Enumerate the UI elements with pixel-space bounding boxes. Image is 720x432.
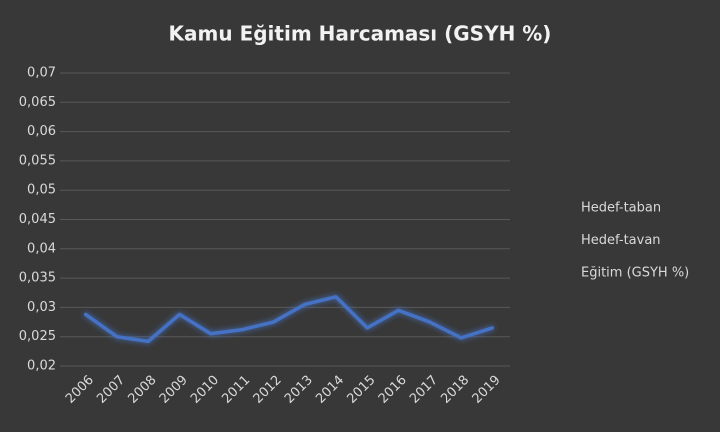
y-tick-label: 0,02 <box>27 359 56 374</box>
y-tick-label: 0,035 <box>19 271 56 286</box>
y-tick-label: 0,025 <box>19 329 56 344</box>
y-tick-label: 0,06 <box>27 124 56 139</box>
y-tick-label: 0,055 <box>19 153 56 168</box>
legend-label: Hedef-taban <box>581 201 661 216</box>
y-tick-label: 0,07 <box>27 66 56 81</box>
y-tick-label: 0,045 <box>19 212 56 227</box>
y-tick-label: 0,03 <box>27 300 56 315</box>
legend-label: Hedef-tavan <box>581 233 661 248</box>
legend-label: Eğitim (GSYH %) <box>581 266 689 281</box>
y-tick-label: 0,05 <box>27 183 56 198</box>
chart-title: Kamu Eğitim Harcaması (GSYH %) <box>169 22 552 46</box>
series-line <box>83 295 495 344</box>
y-tick-label: 0,04 <box>27 241 56 256</box>
y-tick-label: 0,065 <box>19 95 56 110</box>
